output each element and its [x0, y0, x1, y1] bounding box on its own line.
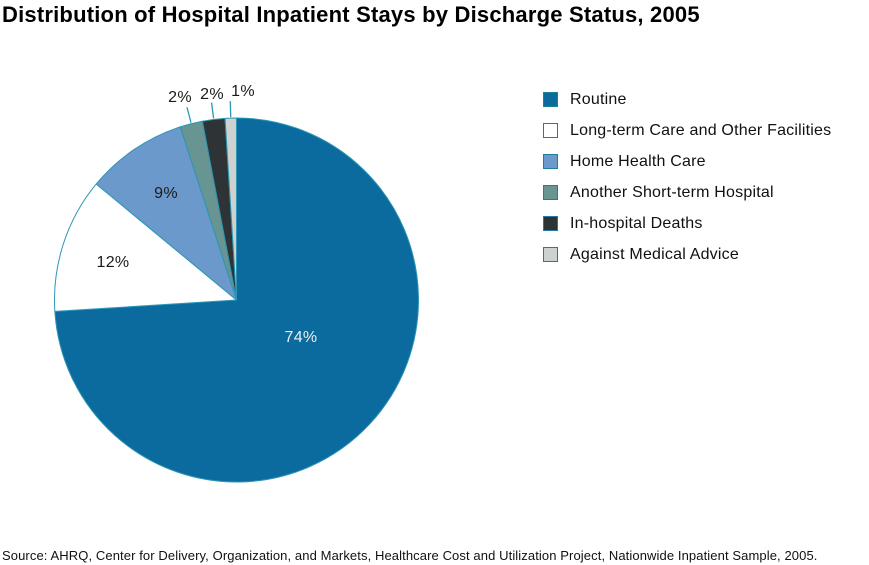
- legend-item-against-medical-advice: Against Medical Advice: [543, 245, 831, 263]
- callout-line-in-hospital-deaths: [210, 102, 215, 119]
- pie-slice-home-health-care: [95, 126, 237, 301]
- callout-line-against-medical-advice: [229, 101, 232, 118]
- legend: Routine Long-term Care and Other Faciliti…: [543, 90, 832, 278]
- pie-value-label-home-health-care: 9%: [154, 185, 178, 202]
- pie-value-label-in-hospital-deaths: 2%: [200, 86, 224, 103]
- legend-label-against-medical-advice: Against Medical Advice: [570, 245, 739, 263]
- pie-value-label-against-medical-advice: 1%: [231, 83, 255, 100]
- pie-value-label-another-short-term-hospital: 2%: [168, 89, 192, 106]
- callout-line-another-short-term-hospital: [186, 107, 192, 123]
- pie-value-label-routine: 74%: [284, 329, 318, 346]
- legend-label-another-short-term-hospital: Another Short-term Hospital: [570, 183, 774, 201]
- legend-swatch-routine: [543, 92, 558, 107]
- legend-label-long-term-care-and-other-facilities: Long-term Care and Other Facilities: [570, 121, 832, 139]
- pie-value-label-long-term-care-and-other-facilities: 12%: [96, 254, 130, 271]
- legend-item-in-hospital-deaths: In-hospital Deaths: [543, 214, 831, 232]
- legend-item-home-health-care: Home Health Care: [543, 152, 831, 170]
- legend-swatch-against-medical-advice: [543, 247, 558, 262]
- legend-label-in-hospital-deaths: In-hospital Deaths: [570, 214, 703, 232]
- legend-swatch-another-short-term-hospital: [543, 185, 558, 200]
- chart-title: Distribution of Hospital Inpatient Stays…: [2, 2, 700, 27]
- legend-label-routine: Routine: [570, 90, 627, 108]
- pie-slice-long-term-care-and-other-facilities: [54, 183, 237, 312]
- legend-label-home-health-care: Home Health Care: [570, 152, 706, 170]
- legend-item-long-term-care-and-other-facilities: Long-term Care and Other Facilities: [543, 121, 832, 139]
- legend-swatch-home-health-care: [543, 154, 558, 169]
- legend-item-routine: Routine: [543, 90, 831, 108]
- legend-item-another-short-term-hospital: Another Short-term Hospital: [543, 183, 831, 201]
- pie-slice-against-medical-advice: [224, 117, 237, 301]
- source-note: Source: AHRQ, Center for Delivery, Organ…: [2, 548, 818, 563]
- legend-swatch-in-hospital-deaths: [543, 216, 558, 231]
- legend-swatch-long-term-care-and-other-facilities: [543, 123, 558, 138]
